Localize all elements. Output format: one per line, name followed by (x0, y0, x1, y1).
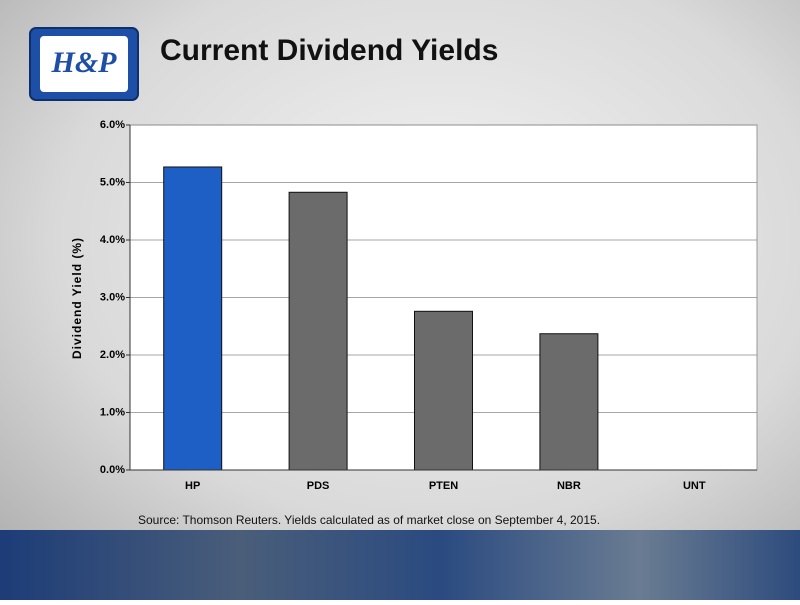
y-axis-label: Dividend Yield (%) (70, 237, 84, 359)
y-tick-label: 5.0% (100, 176, 125, 188)
y-tick-label: 1.0% (100, 406, 125, 418)
bar (414, 310, 473, 471)
bar (288, 191, 348, 471)
y-tick-label: 3.0% (100, 291, 125, 303)
x-tick-label: NBR (557, 480, 581, 492)
x-tick-label: PTEN (429, 480, 458, 492)
y-tick-label: 2.0% (100, 349, 125, 361)
y-tick-label: 4.0% (100, 234, 125, 246)
x-tick-label: PDS (307, 480, 330, 492)
photo-strip (0, 530, 800, 600)
bar (539, 333, 599, 471)
bar (163, 166, 223, 471)
x-tick-label: HP (185, 480, 200, 492)
y-tick-label: 0.0% (100, 464, 125, 476)
chart-title: Current Dividend Yields (160, 34, 498, 67)
source-note: Source: Thomson Reuters. Yields calculat… (138, 513, 600, 527)
y-tick-label: 6.0% (100, 119, 125, 131)
x-tick-label: UNT (683, 480, 706, 492)
logo-text: H&P (51, 46, 118, 79)
logo: H&P (29, 27, 139, 101)
